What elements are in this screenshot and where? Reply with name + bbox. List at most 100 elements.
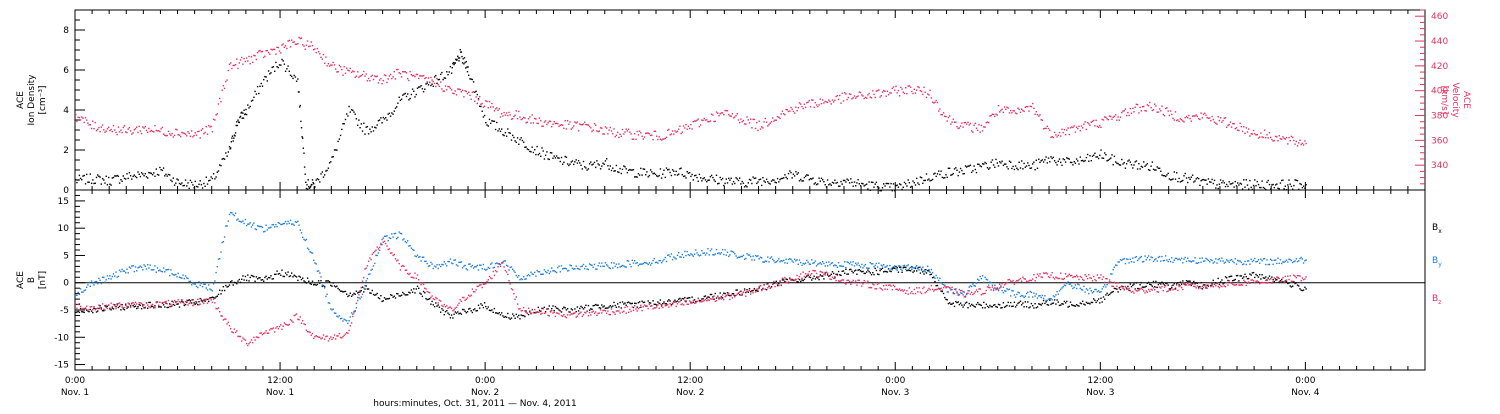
velocity-series-point	[230, 62, 231, 63]
density-series-point	[359, 127, 360, 128]
by-series-point	[960, 292, 961, 293]
by-series-point	[820, 262, 821, 263]
bx-series-point	[208, 301, 209, 302]
velocity-series-point	[855, 98, 856, 99]
by-series-point	[162, 271, 163, 272]
bx-series-point	[248, 280, 249, 281]
bx-series-point	[77, 311, 78, 312]
by-series-point	[561, 265, 562, 266]
by-series-point	[460, 262, 461, 263]
bx-series-point	[220, 293, 221, 294]
density-series-point	[999, 161, 1000, 162]
velocity-series-point	[1108, 119, 1109, 120]
bx-series-point	[88, 311, 89, 312]
by-series-point	[328, 302, 329, 303]
by-series-point	[1274, 260, 1275, 261]
bx-series-point	[1292, 286, 1293, 287]
density-series-point	[237, 125, 238, 126]
bx-series-point	[589, 310, 590, 311]
bz-series-point	[245, 340, 246, 341]
by-series-point	[1064, 284, 1065, 285]
by-series-point	[339, 315, 340, 316]
density-series-point	[1247, 184, 1248, 185]
x-tick-label-time: 12:00	[267, 376, 293, 386]
by-series-point	[1246, 264, 1247, 265]
by-series-point	[608, 267, 609, 268]
density-series-point	[285, 71, 286, 72]
density-series-point	[375, 127, 376, 128]
bz-series-point	[254, 339, 255, 340]
by-series-point	[849, 263, 850, 264]
density-series-point	[300, 105, 301, 106]
velocity-series-point	[1240, 123, 1241, 124]
velocity-series-point	[482, 103, 483, 104]
by-series-point	[777, 260, 778, 261]
velocity-y-tick-label: 400	[1431, 87, 1448, 97]
bx-series-point	[333, 282, 334, 283]
by-series-point	[441, 264, 442, 265]
velocity-series-point	[336, 71, 337, 72]
velocity-series-point	[1036, 111, 1037, 112]
bz-series-point	[186, 300, 187, 301]
bx-series-point	[367, 288, 368, 289]
velocity-series-point	[394, 71, 395, 72]
velocity-series-point	[652, 139, 653, 140]
density-series-point	[106, 176, 107, 177]
velocity-series-point	[427, 81, 428, 82]
density-series-point	[1061, 165, 1062, 166]
density-series-point	[1272, 184, 1273, 185]
by-series-point	[530, 272, 531, 273]
bx-series-point	[838, 271, 839, 272]
velocity-series-point	[660, 139, 661, 140]
by-series-point	[1242, 264, 1243, 265]
bz-series-point	[466, 299, 467, 300]
bz-series-point	[368, 261, 369, 262]
bx-series-point	[300, 276, 301, 277]
bx-series-point	[121, 304, 122, 305]
bz-series-point	[129, 304, 130, 305]
velocity-series-point	[291, 40, 292, 41]
velocity-series-point	[284, 47, 285, 48]
density-series-point	[427, 82, 428, 83]
density-series-point	[1119, 164, 1120, 165]
by-series-point	[124, 271, 125, 272]
velocity-series-point	[1122, 110, 1123, 111]
velocity-series-point	[937, 102, 938, 103]
bx-series-point	[569, 311, 570, 312]
by-series-point	[1132, 258, 1133, 259]
by-series-point	[765, 260, 766, 261]
by-series-point	[414, 255, 415, 256]
density-series-point	[458, 60, 459, 61]
bx-series-point	[372, 290, 373, 291]
velocity-series-point	[171, 133, 172, 134]
by-series-point	[409, 245, 410, 246]
velocity-series-point	[348, 70, 349, 71]
bx-series-point	[76, 311, 77, 312]
by-series-point	[643, 263, 644, 264]
density-series-point	[881, 190, 882, 191]
by-series-point	[427, 263, 428, 264]
velocity-series-point	[1149, 102, 1150, 103]
density-series-point	[425, 83, 426, 84]
bx-series-point	[948, 303, 949, 304]
bz-series-point	[359, 292, 360, 293]
bz-series-point	[430, 297, 431, 298]
by-series-point	[978, 280, 979, 281]
by-series-point	[503, 260, 504, 261]
velocity-series-point	[202, 128, 203, 129]
bx-series-point	[283, 276, 284, 277]
density-series-point	[1175, 179, 1176, 180]
density-series-point	[1155, 169, 1156, 170]
bx-series-point	[1187, 281, 1188, 282]
density-series-point	[1176, 172, 1177, 173]
velocity-series-point	[1119, 120, 1120, 121]
bx-series-point	[776, 281, 777, 282]
velocity-series-point	[444, 91, 445, 92]
by-series-point	[1174, 260, 1175, 261]
velocity-series-point	[798, 107, 799, 108]
density-series-point	[1202, 179, 1203, 180]
by-series-point	[373, 265, 374, 266]
bx-series-point	[440, 312, 441, 313]
velocity-series-point	[477, 103, 478, 104]
velocity-series-point	[129, 127, 130, 128]
